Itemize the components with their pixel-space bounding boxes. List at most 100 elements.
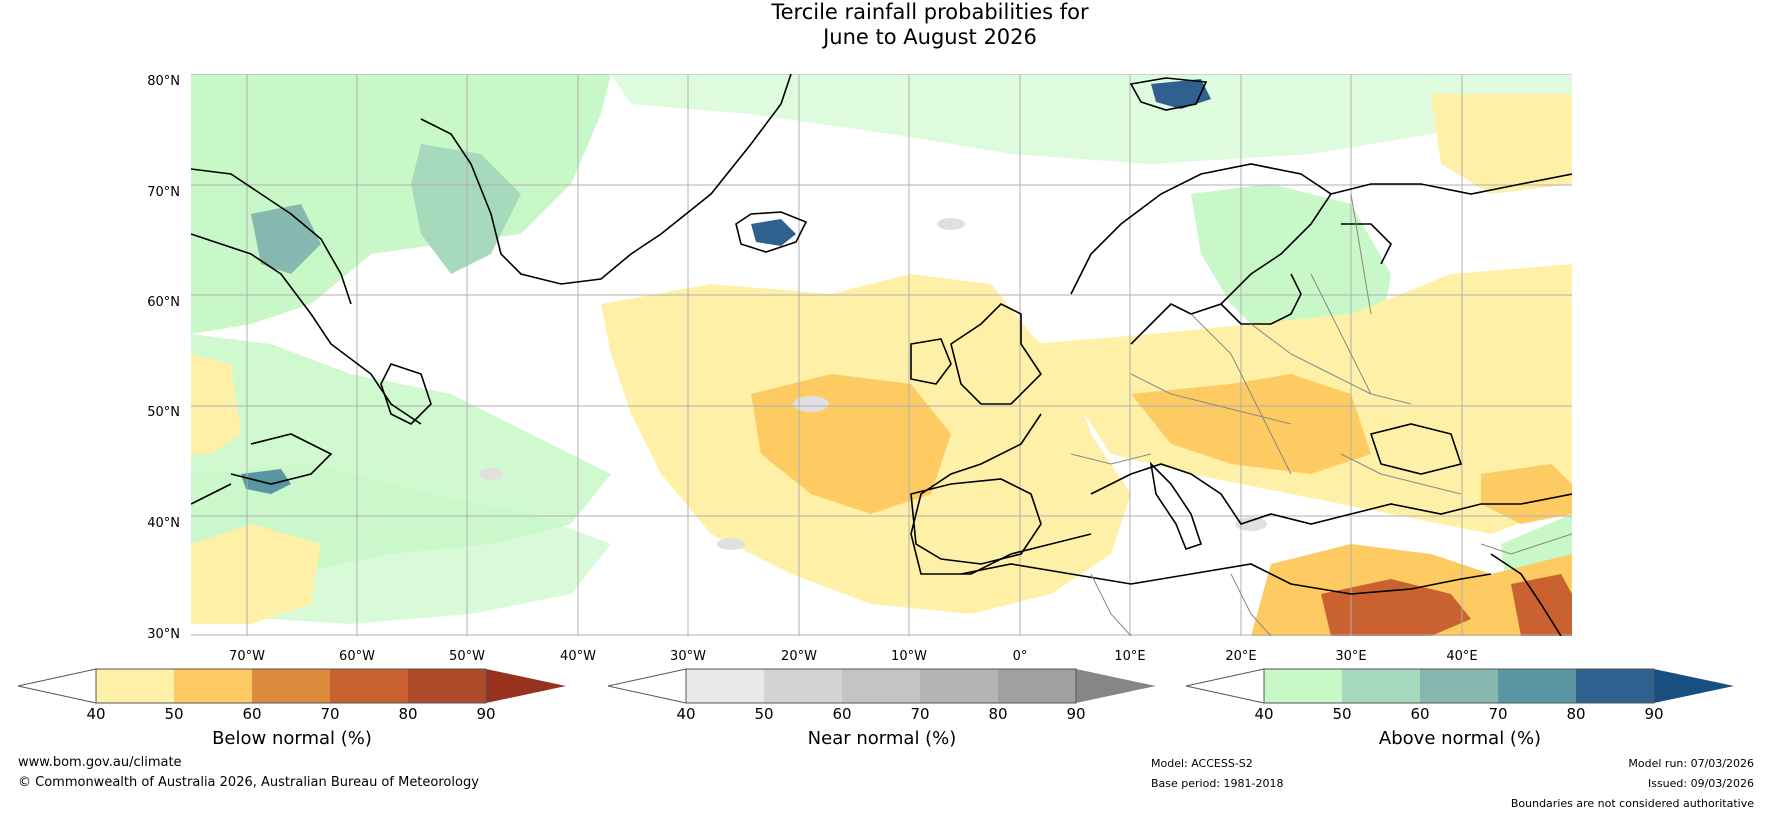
below-arrow-low (18, 668, 97, 704)
green-region-north-band (611, 74, 1572, 164)
lat-label-60n: 60°N (147, 295, 180, 310)
lat-label-70n: 70°N (147, 185, 180, 200)
lon-label-40e: 40°E (1446, 649, 1478, 664)
lon-label-10w: 10°W (891, 649, 927, 664)
above-arrow-high (1654, 669, 1734, 703)
yellow-region-west (191, 354, 241, 454)
above-swatch-0 (1264, 669, 1342, 703)
above-arrow-low (1186, 668, 1265, 704)
near-tick-90: 90 (1066, 705, 1086, 723)
title-line-1: Tercile rainfall probabilities for (771, 0, 1089, 24)
grey-patch-3 (1235, 517, 1267, 531)
below-arrow-high (486, 669, 566, 703)
near-arrow-high (1076, 669, 1156, 703)
colorbar-near-swatches (608, 668, 1156, 704)
below-swatch-1 (174, 669, 252, 703)
below-tick-60: 60 (242, 705, 262, 723)
footer-disclaimer: Boundaries are not considered authoritat… (1510, 797, 1754, 810)
coast-red-sea (1490, 553, 1562, 636)
coastlines (191, 74, 1572, 636)
country-borders (1070, 193, 1572, 636)
lon-label-10e: 10°E (1114, 649, 1146, 664)
above-swatch-2 (1420, 669, 1498, 703)
near-swatch-2 (842, 669, 920, 703)
lat-label-30n: 30°N (147, 627, 180, 642)
lon-label-0: 0° (1012, 649, 1028, 664)
below-tick-80: 80 (398, 705, 418, 723)
coast-baltic (1220, 273, 1302, 325)
coast-newfoundland (380, 363, 432, 425)
grey-patch-1 (793, 396, 829, 412)
near-swatch-1 (764, 669, 842, 703)
coast-svalbard (1129, 77, 1208, 111)
footer-base-period: Base period: 1981-2018 (1151, 777, 1284, 790)
coast-mediterranean (1090, 463, 1572, 525)
lon-label-70w: 70°W (229, 649, 265, 664)
near-arrow-low (608, 668, 687, 704)
coast-italy (1149, 461, 1203, 550)
lon-label-30w: 30°W (670, 649, 706, 664)
near-swatch-3 (920, 669, 998, 703)
lon-label-20w: 20°W (781, 649, 817, 664)
grey-patch-5 (717, 538, 745, 550)
blue-region-svalbard (1151, 79, 1211, 109)
above-swatch-4 (1576, 669, 1654, 703)
blue-region-iceland (751, 219, 796, 246)
below-tick-40: 40 (86, 705, 106, 723)
above-tick-90: 90 (1644, 705, 1664, 723)
teal-region-baffin (251, 204, 321, 274)
near-tick-50: 50 (754, 705, 774, 723)
map-panel (191, 74, 1572, 636)
colorbar-below-swatches (18, 668, 566, 704)
below-swatch-3 (330, 669, 408, 703)
yellow-region-southwest (191, 524, 321, 624)
colorbar-above-swatches (1186, 668, 1734, 704)
graticule (191, 74, 1572, 636)
yellow-region-northeast (1431, 94, 1572, 194)
teal-region-labrador (241, 469, 291, 494)
coast-iceland (735, 211, 808, 253)
orange-region-turkey (1481, 464, 1572, 524)
coast-north-africa (960, 563, 1492, 595)
footer-model-run: Model run: 07/03/2026 (1628, 757, 1754, 770)
above-colorbar-title: Above normal (%) (1378, 728, 1542, 749)
map-title: Tercile rainfall probabilities for June … (0, 0, 1770, 50)
below-colorbar-title: Below normal (%) (212, 728, 372, 749)
coast-black-sea (1369, 423, 1463, 475)
above-swatch-3 (1498, 669, 1576, 703)
coast-nova-scotia (230, 433, 333, 485)
above-tick-80: 80 (1566, 705, 1586, 723)
below-tick-50: 50 (164, 705, 184, 723)
lon-label-30e: 30°E (1335, 649, 1367, 664)
coast-iberia (910, 478, 1042, 565)
lat-label-50n: 50°N (147, 405, 180, 420)
above-tick-60: 60 (1410, 705, 1430, 723)
coast-us-east (191, 483, 232, 505)
lon-label-50w: 50°W (449, 649, 485, 664)
footer-copyright: © Commonwealth of Australia 2026, Austra… (18, 775, 479, 790)
near-swatch-0 (686, 669, 764, 703)
coast-ireland (910, 338, 952, 385)
coast-baffin (191, 168, 352, 305)
lon-label-60w: 60°W (339, 649, 375, 664)
near-tick-80: 80 (988, 705, 1008, 723)
near-tick-60: 60 (832, 705, 852, 723)
lat-label-80n: 80°N (147, 74, 180, 89)
lon-label-40w: 40°W (560, 649, 596, 664)
below-tick-90: 90 (476, 705, 496, 723)
coast-uk (950, 303, 1043, 405)
below-swatch-2 (252, 669, 330, 703)
footer-issued: Issued: 09/03/2026 (1647, 777, 1754, 790)
below-swatch-0 (96, 669, 174, 703)
map-canvas (191, 74, 1572, 636)
lat-label-40n: 40°N (147, 516, 180, 531)
above-swatch-1 (1342, 669, 1420, 703)
lon-label-20e: 20°E (1225, 649, 1257, 664)
coast-scandinavia (1070, 163, 1333, 345)
near-swatch-4 (998, 669, 1076, 703)
footer-model: Model: ACCESS-S2 (1151, 757, 1253, 770)
coast-europe-west (910, 413, 1092, 575)
grey-patch-4 (479, 468, 503, 480)
coast-greenland (420, 74, 792, 285)
near-tick-40: 40 (676, 705, 696, 723)
